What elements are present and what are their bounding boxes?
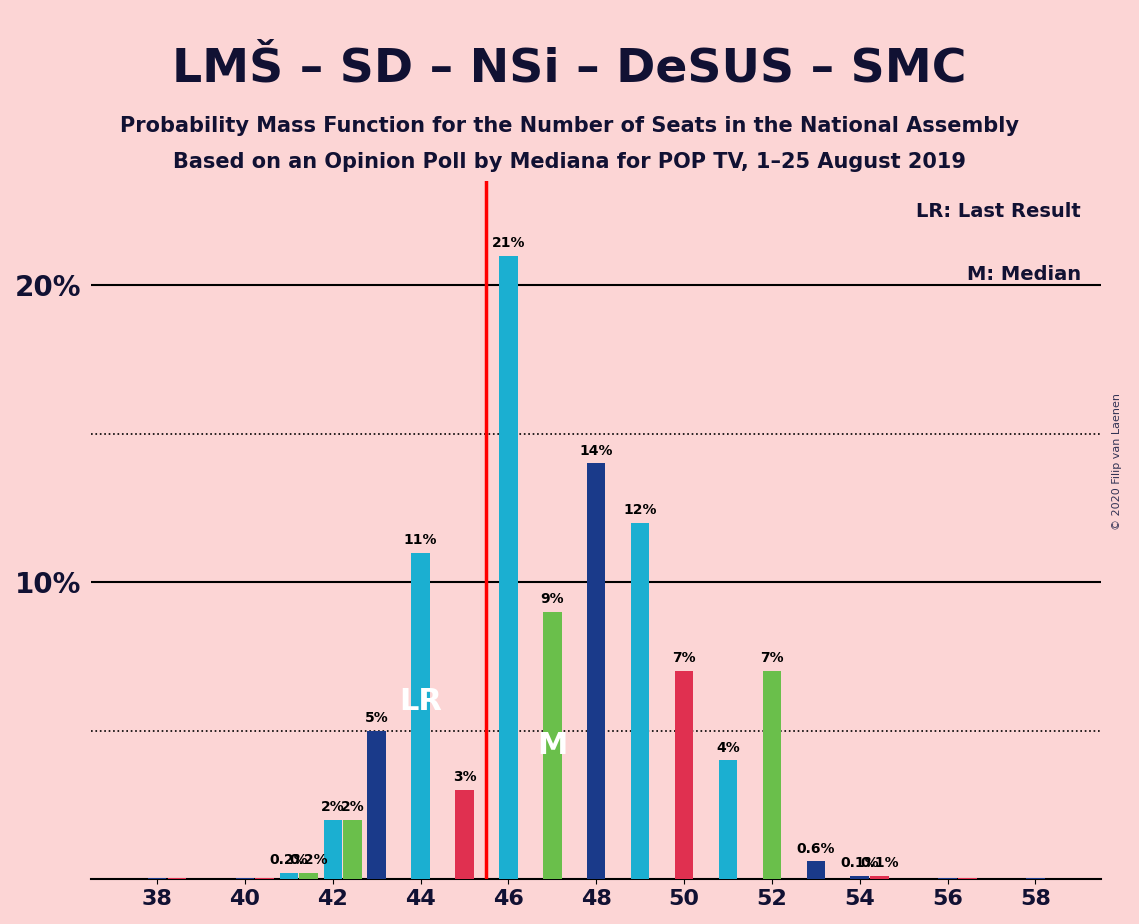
- Text: 12%: 12%: [623, 503, 657, 517]
- Bar: [148, 878, 166, 880]
- Text: LMŠ – SD – NSi – DeSUS – SMC: LMŠ – SD – NSi – DeSUS – SMC: [172, 46, 967, 91]
- Text: Based on an Opinion Poll by Mediana for POP TV, 1–25 August 2019: Based on an Opinion Poll by Mediana for …: [173, 152, 966, 173]
- Text: 5%: 5%: [364, 711, 388, 724]
- Bar: [456, 790, 474, 880]
- Text: © 2020 Filip van Laenen: © 2020 Filip van Laenen: [1112, 394, 1122, 530]
- Text: 21%: 21%: [492, 236, 525, 249]
- Text: M: Median: M: Median: [967, 265, 1081, 284]
- Bar: [958, 878, 976, 880]
- Bar: [587, 464, 606, 880]
- Bar: [255, 878, 273, 880]
- Text: 11%: 11%: [404, 532, 437, 547]
- Text: 7%: 7%: [760, 651, 784, 665]
- Text: 0.1%: 0.1%: [860, 857, 899, 870]
- Bar: [499, 256, 517, 880]
- Text: 9%: 9%: [541, 592, 564, 606]
- Text: LR: LR: [399, 687, 442, 716]
- Bar: [167, 878, 186, 880]
- Text: 3%: 3%: [452, 771, 476, 784]
- Text: 0.1%: 0.1%: [841, 857, 879, 870]
- Bar: [236, 878, 254, 880]
- Text: LR: Last Result: LR: Last Result: [916, 202, 1081, 221]
- Text: 0.2%: 0.2%: [270, 854, 309, 868]
- Bar: [1026, 878, 1044, 880]
- Bar: [939, 878, 957, 880]
- Text: Probability Mass Function for the Number of Seats in the National Assembly: Probability Mass Function for the Number…: [120, 116, 1019, 136]
- Bar: [279, 873, 298, 880]
- Text: 4%: 4%: [716, 740, 740, 755]
- Bar: [343, 820, 362, 880]
- Bar: [851, 876, 869, 880]
- Text: 2%: 2%: [341, 800, 364, 814]
- Bar: [870, 876, 888, 880]
- Text: 14%: 14%: [580, 444, 613, 457]
- Bar: [300, 873, 318, 880]
- Bar: [368, 731, 386, 880]
- Bar: [806, 861, 825, 880]
- Bar: [763, 672, 781, 880]
- Bar: [323, 820, 342, 880]
- Text: 7%: 7%: [672, 651, 696, 665]
- Bar: [543, 612, 562, 880]
- Text: M: M: [538, 732, 567, 760]
- Text: 2%: 2%: [321, 800, 345, 814]
- Bar: [631, 523, 649, 880]
- Bar: [719, 760, 737, 880]
- Bar: [674, 672, 694, 880]
- Bar: [411, 553, 429, 880]
- Text: 0.6%: 0.6%: [796, 842, 835, 856]
- Text: 0.2%: 0.2%: [289, 854, 328, 868]
